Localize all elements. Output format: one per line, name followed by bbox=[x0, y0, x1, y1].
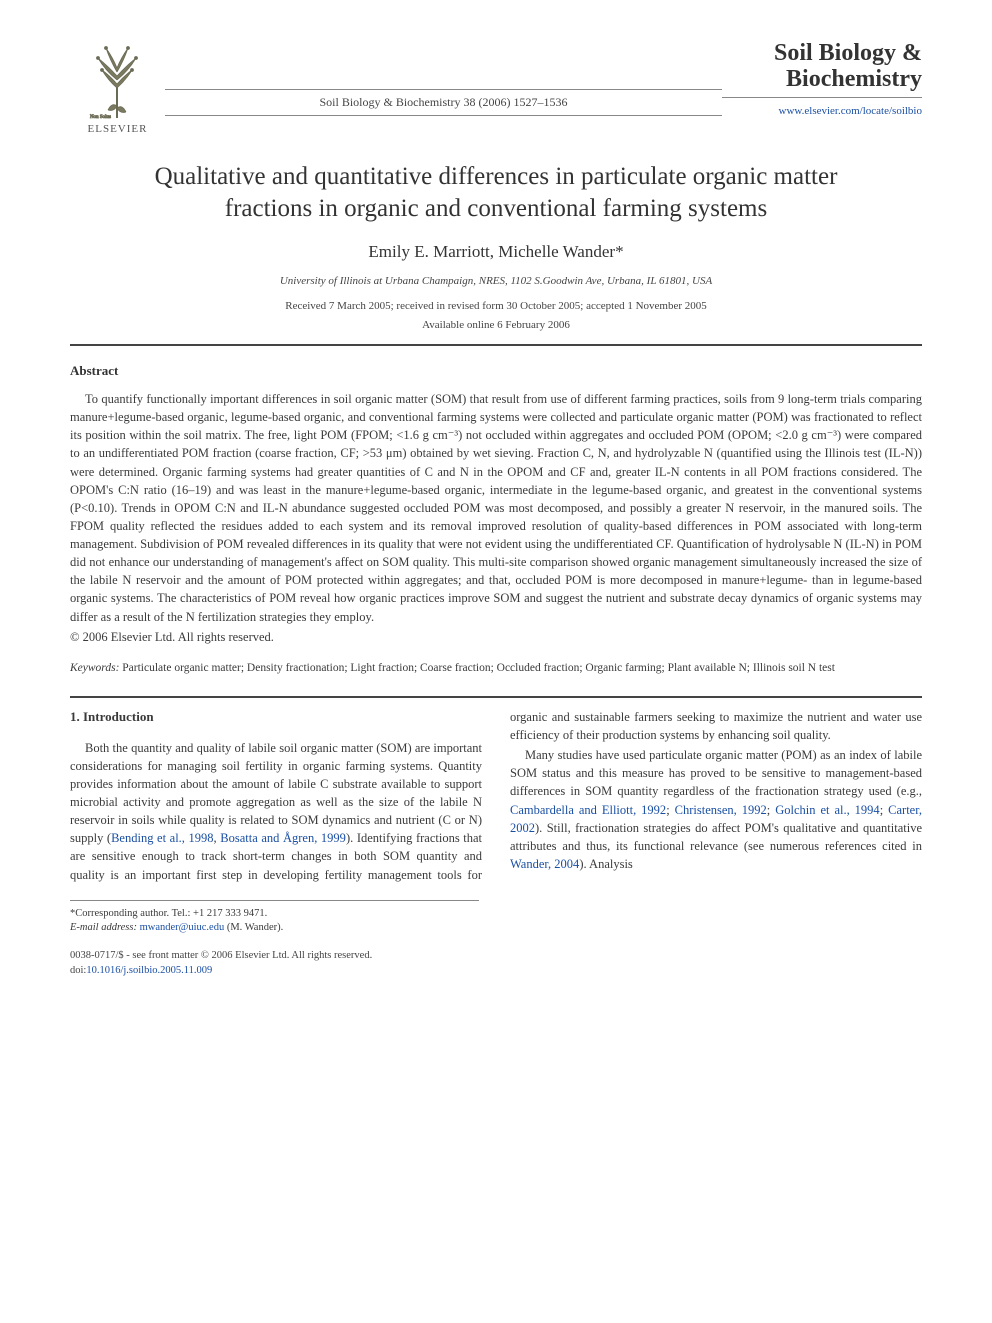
sep: ; bbox=[880, 803, 888, 817]
intro-p2-text-b: ). Still, fractionation strategies do af… bbox=[510, 821, 922, 853]
corresponding-author-footnote: *Corresponding author. Tel.: +1 217 333 … bbox=[70, 900, 479, 935]
citation-link[interactable]: Cambardella and Elliott, 1992 bbox=[510, 803, 666, 817]
article-title: Qualitative and quantitative differences… bbox=[110, 161, 882, 224]
received-line: Received 7 March 2005; received in revis… bbox=[70, 299, 922, 314]
email-link[interactable]: mwander@uiuc.edu bbox=[140, 922, 225, 933]
email-label: E-mail address: bbox=[70, 922, 137, 933]
header-rule-top bbox=[165, 89, 722, 90]
abstract-heading: Abstract bbox=[70, 362, 922, 380]
body-columns: 1. Introduction Both the quantity and qu… bbox=[70, 708, 922, 884]
journal-homepage-link[interactable]: www.elsevier.com/locate/soilbio bbox=[722, 104, 922, 119]
running-head: Soil Biology & Biochemistry 38 (2006) 15… bbox=[165, 40, 722, 120]
citation-link[interactable]: Bosatta and Ågren, 1999 bbox=[220, 831, 346, 845]
journal-title-line1: Soil Biology & bbox=[722, 40, 922, 66]
journal-brand-rule bbox=[722, 97, 922, 98]
journal-title-line2: Biochemistry bbox=[722, 66, 922, 92]
abstract-body: To quantify functionally important diffe… bbox=[70, 390, 922, 646]
affiliation: University of Illinois at Urbana Champai… bbox=[70, 274, 922, 289]
header-rule-bottom bbox=[165, 115, 722, 116]
keywords-block: Keywords: Particulate organic matter; De… bbox=[70, 660, 922, 676]
intro-paragraph-2: Many studies have used particulate organ… bbox=[510, 746, 922, 873]
citation-link[interactable]: Wander, 2004 bbox=[510, 857, 579, 871]
corr-email-line: E-mail address: mwander@uiuc.edu (M. Wan… bbox=[70, 921, 479, 935]
abstract-paragraph: To quantify functionally important diffe… bbox=[70, 390, 922, 626]
publisher-logo-block: Non Solus ELSEVIER bbox=[70, 40, 165, 137]
journal-brand-block: Soil Biology & Biochemistry www.elsevier… bbox=[722, 40, 922, 119]
available-online-line: Available online 6 February 2006 bbox=[70, 318, 922, 333]
citation-link[interactable]: Bending et al., 1998 bbox=[111, 831, 213, 845]
authors-line: Emily E. Marriott, Michelle Wander* bbox=[70, 240, 922, 264]
citation-link[interactable]: Golchin et al., 1994 bbox=[775, 803, 879, 817]
doi-label: doi: bbox=[70, 965, 86, 976]
elsevier-tree-icon: Non Solus bbox=[80, 40, 155, 120]
sep: ; bbox=[666, 803, 674, 817]
rule-before-abstract bbox=[70, 344, 922, 346]
email-suffix: (M. Wander). bbox=[224, 922, 283, 933]
corr-author-line: *Corresponding author. Tel.: +1 217 333 … bbox=[70, 907, 479, 921]
journal-citation: Soil Biology & Biochemistry 38 (2006) 15… bbox=[165, 94, 722, 111]
page-footer: 0038-0717/$ - see front matter © 2006 El… bbox=[70, 949, 922, 978]
intro-p2-text-a: Many studies have used particulate organ… bbox=[510, 748, 922, 798]
publisher-label: ELSEVIER bbox=[88, 122, 148, 137]
abstract-copyright: © 2006 Elsevier Ltd. All rights reserved… bbox=[70, 628, 922, 646]
keywords-text: Particulate organic matter; Density frac… bbox=[119, 662, 835, 674]
rule-after-keywords bbox=[70, 696, 922, 698]
footer-left: 0038-0717/$ - see front matter © 2006 El… bbox=[70, 949, 372, 978]
sep: ; bbox=[767, 803, 775, 817]
doi-line: doi:10.1016/j.soilbio.2005.11.009 bbox=[70, 964, 372, 979]
intro-p2-text-c: ). Analysis bbox=[579, 857, 632, 871]
intro-p1-text-a: Both the quantity and quality of labile … bbox=[70, 741, 482, 846]
keywords-label: Keywords: bbox=[70, 662, 119, 674]
svg-text:Non Solus: Non Solus bbox=[90, 115, 111, 120]
page-header: Non Solus ELSEVIER Soil Biology & Bioche… bbox=[70, 40, 922, 137]
front-matter-line: 0038-0717/$ - see front matter © 2006 El… bbox=[70, 949, 372, 964]
introduction-heading: 1. Introduction bbox=[70, 708, 482, 727]
doi-link[interactable]: 10.1016/j.soilbio.2005.11.009 bbox=[86, 965, 212, 976]
citation-link[interactable]: Christensen, 1992 bbox=[675, 803, 767, 817]
